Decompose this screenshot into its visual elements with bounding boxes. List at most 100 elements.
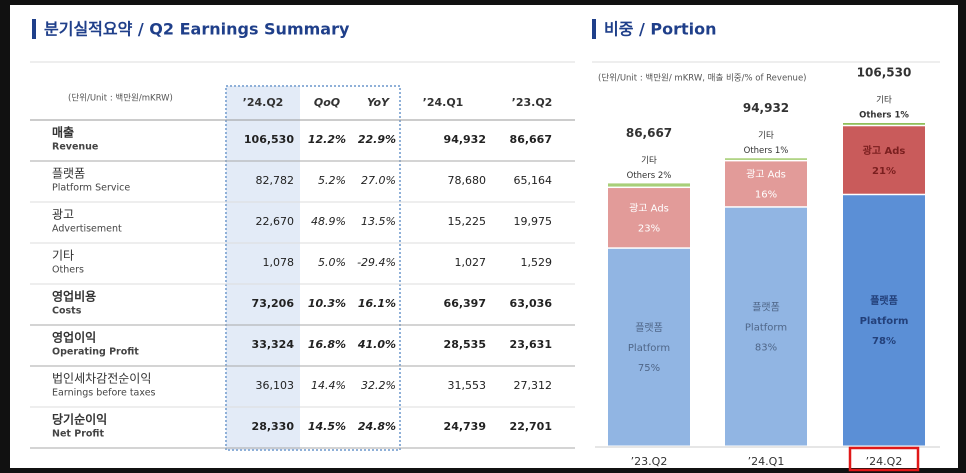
cell: 16.8% bbox=[308, 338, 346, 351]
segment-label: 광고 Ads bbox=[629, 202, 669, 214]
row-label-kr: 당기순이익 bbox=[52, 412, 107, 427]
chart-unit: (단위/Unit : 백만원/ mKRW, 매출 비중/% of Revenue… bbox=[598, 73, 807, 84]
segment-label: 광고 Ads bbox=[746, 169, 786, 181]
cell: 73,206 bbox=[252, 297, 295, 310]
row-label-en: Costs bbox=[52, 306, 82, 317]
bar-segment bbox=[608, 188, 690, 248]
cell: 94,932 bbox=[444, 133, 486, 146]
row-label-kr: 영업이익 bbox=[52, 330, 96, 345]
bar-total: 106,530 bbox=[857, 66, 912, 80]
cell: 14.4% bbox=[311, 379, 346, 392]
cell: 106,530 bbox=[244, 133, 294, 146]
cell: 23,631 bbox=[510, 338, 552, 351]
cell: 86,667 bbox=[510, 133, 552, 146]
cell: 82,782 bbox=[256, 174, 295, 187]
others-label: Others 1% bbox=[744, 146, 789, 156]
table-title: 분기실적요약 / Q2 Earnings Summary bbox=[44, 20, 350, 39]
segment-label: Platform bbox=[860, 316, 909, 327]
others-label: Others 2% bbox=[627, 171, 672, 181]
segment-label: 광고 Ads bbox=[863, 145, 906, 157]
row-label-en: Operating Profit bbox=[52, 347, 139, 358]
highlight-column bbox=[226, 86, 300, 450]
column-header: ’24.Q1 bbox=[423, 96, 464, 109]
row-label-kr: 플랫폼 bbox=[52, 167, 85, 181]
row-label-en: Revenue bbox=[52, 142, 98, 153]
title-bar bbox=[32, 19, 36, 39]
cell: 24,739 bbox=[444, 420, 486, 433]
cell: 5.2% bbox=[318, 174, 346, 187]
segment-label: Platform bbox=[628, 343, 670, 354]
bar-segment bbox=[725, 158, 807, 160]
bar-segment bbox=[843, 126, 925, 194]
cell: -29.4% bbox=[357, 256, 396, 269]
cell: 22,670 bbox=[256, 215, 295, 228]
row-label-kr: 매출 bbox=[52, 125, 74, 140]
segment-label: 플랫폼 bbox=[752, 301, 780, 313]
row-label-en: Others bbox=[52, 265, 84, 276]
cell: 27.0% bbox=[361, 174, 396, 187]
cell: 27,312 bbox=[514, 379, 553, 392]
cell: 10.3% bbox=[308, 297, 346, 310]
segment-label: 16% bbox=[755, 190, 777, 201]
cell: 16.1% bbox=[358, 297, 396, 310]
row-label-en: Net Profit bbox=[52, 429, 104, 440]
others-name: 기타 bbox=[641, 156, 657, 166]
cell: 13.5% bbox=[361, 215, 396, 228]
cell: 33,324 bbox=[252, 338, 295, 351]
cell: 5.0% bbox=[318, 256, 346, 269]
column-header: YoY bbox=[367, 96, 390, 109]
x-tick-label: ’23.Q2 bbox=[631, 455, 668, 468]
bar-segment bbox=[843, 123, 925, 125]
highlight-box bbox=[848, 446, 920, 472]
bar-total: 94,932 bbox=[743, 101, 789, 115]
bar-segment bbox=[725, 207, 807, 446]
bar-segment bbox=[725, 161, 807, 207]
others-name: 기타 bbox=[876, 96, 892, 106]
segment-label: 23% bbox=[638, 223, 660, 234]
cell: 41.0% bbox=[357, 338, 396, 351]
segment-label: Platform bbox=[745, 322, 787, 333]
title-bar bbox=[592, 19, 596, 39]
table-unit: (단위/Unit : 백만원/mKRW) bbox=[68, 93, 173, 104]
cell: 1,078 bbox=[263, 256, 295, 269]
segment-label: 75% bbox=[638, 363, 660, 374]
highlight-frame bbox=[225, 85, 401, 451]
cell: 24.8% bbox=[358, 420, 396, 433]
cell: 78,680 bbox=[448, 174, 487, 187]
row-label-en: Advertisement bbox=[52, 224, 122, 235]
bar-segment bbox=[608, 248, 690, 446]
column-header: ’23.Q2 bbox=[512, 96, 553, 109]
cell: 28,535 bbox=[444, 338, 486, 351]
cell: 1,529 bbox=[521, 256, 553, 269]
column-header: ’24.Q2 bbox=[243, 96, 284, 109]
others-name: 기타 bbox=[758, 131, 774, 141]
cell: 32.2% bbox=[361, 379, 396, 392]
x-tick-label: ’24.Q2 bbox=[866, 455, 903, 468]
row-label-kr: 영업비용 bbox=[52, 289, 96, 304]
row-label-kr: 기타 bbox=[52, 249, 74, 263]
cell: 22.9% bbox=[358, 133, 396, 146]
cell: 14.5% bbox=[308, 420, 346, 433]
cell: 22,701 bbox=[510, 420, 552, 433]
row-label-en: Earnings before taxes bbox=[52, 388, 156, 399]
background bbox=[10, 5, 958, 468]
cell: 19,975 bbox=[514, 215, 553, 228]
segment-label: 플랫폼 bbox=[870, 294, 898, 307]
segment-label: 83% bbox=[755, 342, 777, 353]
bar-segment bbox=[608, 183, 690, 187]
bar-segment bbox=[843, 195, 925, 446]
segment-label: 플랫폼 bbox=[635, 322, 663, 334]
bar-total: 86,667 bbox=[626, 126, 672, 140]
cell: 12.2% bbox=[308, 133, 346, 146]
row-label-en: Platform Service bbox=[52, 183, 130, 194]
cell: 1,027 bbox=[455, 256, 487, 269]
cell: 66,397 bbox=[444, 297, 486, 310]
cell: 28,330 bbox=[252, 420, 295, 433]
row-label-kr: 법인세차감전순이익 bbox=[52, 372, 151, 386]
column-header: QoQ bbox=[314, 96, 340, 109]
row-label-kr: 광고 bbox=[52, 208, 74, 222]
segment-label: 21% bbox=[872, 166, 896, 177]
cell: 36,103 bbox=[256, 379, 295, 392]
x-tick-label: ’24.Q1 bbox=[748, 455, 785, 468]
